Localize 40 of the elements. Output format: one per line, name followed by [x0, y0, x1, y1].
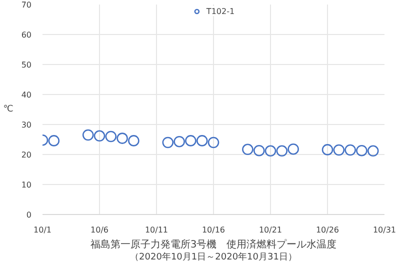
- point: [356, 144, 368, 156]
- point: [185, 135, 196, 146]
- y-axis-title: ℃: [3, 104, 14, 114]
- point: [128, 135, 140, 146]
- text: 福島第一原子力発電所3号機 使用済燃料プール水温度: [90, 238, 337, 250]
- legend-label: T102-1: [206, 6, 235, 16]
- point: [264, 145, 276, 157]
- point: [48, 135, 60, 146]
- y-tick-label: 20: [21, 150, 32, 160]
- point: [344, 144, 356, 156]
- point: [322, 144, 334, 156]
- x-tick-label: 10/26: [316, 226, 340, 234]
- y-tick-label: 10: [21, 180, 32, 190]
- y-tick-label: 0: [26, 210, 32, 220]
- y-tick-label: 60: [21, 30, 32, 40]
- point: [116, 132, 128, 144]
- point: [162, 136, 174, 148]
- point: [253, 144, 265, 156]
- y-tick-label: 30: [21, 120, 32, 130]
- text: （2020年10月1日～2020年10月31日）: [130, 252, 297, 262]
- x-tick-label: 10/21: [258, 226, 282, 234]
- y-tick-label: 40: [21, 90, 32, 100]
- point: [105, 130, 117, 142]
- x-tick-label: 10/31: [372, 226, 396, 234]
- x-tick-label: 10/11: [144, 226, 168, 234]
- point: [276, 145, 288, 157]
- point: [242, 144, 254, 156]
- point: [288, 143, 299, 155]
- point: [94, 130, 106, 142]
- point: [333, 144, 345, 156]
- point: [82, 129, 94, 141]
- x-tick-label: 10/16: [202, 226, 226, 234]
- x-tick-label: 10/1: [34, 226, 52, 234]
- point: [367, 145, 379, 157]
- point: [196, 135, 208, 146]
- y-tick-label: 50: [21, 60, 32, 70]
- point: [174, 136, 185, 148]
- point: [208, 136, 220, 148]
- x-tick-label: 10/6: [90, 226, 108, 234]
- y-tick-label: 70: [21, 0, 32, 10]
